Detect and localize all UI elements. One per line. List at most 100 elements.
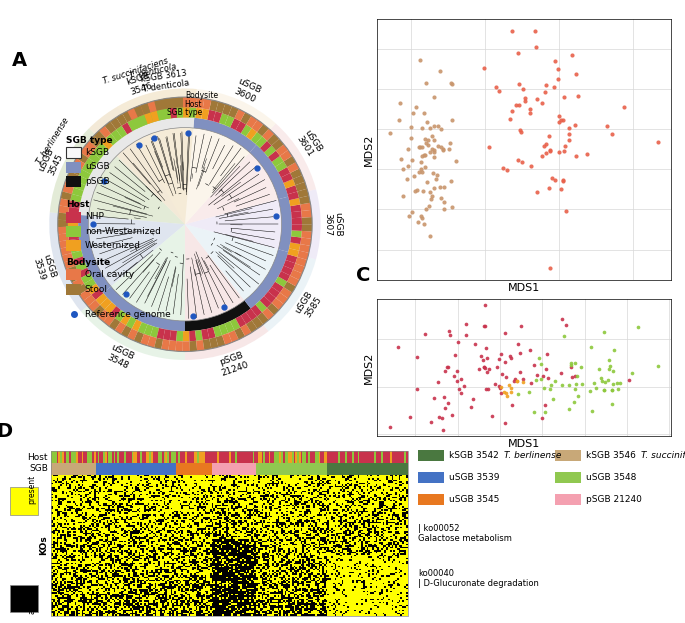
Bar — [379, 478, 381, 480]
Bar — [247, 484, 249, 486]
Bar — [101, 486, 103, 487]
Bar — [262, 580, 263, 581]
Bar — [321, 528, 322, 530]
Bar — [119, 605, 121, 606]
Bar — [329, 554, 331, 556]
Bar — [310, 609, 312, 611]
Bar — [82, 513, 84, 514]
Bar — [226, 547, 227, 548]
Bar — [383, 511, 384, 513]
Bar — [342, 550, 343, 551]
Bar — [64, 606, 66, 608]
Bar — [386, 578, 388, 580]
Bar — [390, 478, 392, 480]
Point — [605, 361, 616, 371]
Bar — [247, 523, 249, 525]
Bar — [114, 581, 116, 583]
Bar — [128, 541, 129, 542]
Bar — [51, 612, 53, 614]
Bar — [366, 596, 369, 597]
Text: kSGB: kSGB — [85, 148, 109, 157]
Bar — [135, 599, 137, 600]
Wedge shape — [104, 121, 116, 134]
Bar — [128, 508, 129, 509]
Wedge shape — [139, 114, 149, 126]
Wedge shape — [68, 227, 78, 234]
Bar — [292, 563, 294, 564]
Bar — [354, 533, 356, 535]
Bar — [324, 535, 325, 536]
Bar — [151, 551, 153, 553]
Bar — [179, 495, 182, 497]
Bar — [196, 594, 197, 596]
Bar — [224, 503, 226, 505]
Bar — [90, 514, 92, 516]
Bar — [276, 535, 277, 536]
Bar — [73, 602, 75, 603]
Bar — [274, 516, 276, 517]
Bar — [354, 559, 356, 561]
Bar — [338, 575, 340, 577]
Bar — [66, 551, 67, 553]
Bar — [292, 533, 294, 535]
Bar — [99, 502, 101, 503]
Bar — [372, 536, 374, 538]
Bar — [399, 581, 401, 583]
Bar — [197, 583, 199, 584]
Bar — [229, 605, 232, 606]
Bar — [240, 516, 242, 517]
Bar — [381, 516, 383, 517]
Bar — [379, 556, 381, 558]
Bar — [85, 451, 87, 463]
Bar — [126, 614, 128, 616]
Bar — [279, 481, 281, 483]
Bar — [238, 538, 240, 539]
Bar — [361, 519, 363, 520]
Bar — [236, 531, 238, 533]
Bar — [149, 539, 151, 541]
Bar — [85, 574, 87, 575]
Bar — [354, 500, 356, 502]
Bar — [363, 475, 365, 477]
Bar — [347, 558, 349, 559]
Bar — [377, 544, 379, 545]
Bar — [67, 493, 69, 495]
Bar — [283, 451, 285, 463]
Bar — [310, 606, 312, 608]
Bar — [369, 605, 370, 606]
Bar — [126, 574, 128, 575]
Bar — [108, 614, 110, 616]
Bar — [167, 525, 169, 526]
Bar — [194, 566, 196, 567]
Bar — [395, 572, 397, 574]
Bar — [299, 505, 301, 506]
Bar — [165, 511, 167, 513]
Bar — [92, 533, 94, 535]
Bar — [333, 483, 334, 484]
Bar — [98, 587, 99, 589]
Bar — [297, 574, 299, 575]
Bar — [338, 490, 340, 492]
Bar — [167, 578, 169, 580]
Bar — [399, 489, 401, 490]
Bar — [377, 569, 379, 571]
Bar — [327, 594, 329, 596]
Bar — [392, 578, 393, 580]
Bar — [76, 511, 78, 513]
Bar — [260, 554, 262, 556]
Bar — [397, 489, 399, 490]
Bar — [221, 487, 223, 489]
Bar — [279, 559, 281, 561]
Bar — [96, 500, 98, 502]
Bar — [57, 511, 58, 513]
Bar — [134, 599, 135, 600]
Bar — [196, 572, 197, 574]
Bar — [140, 539, 142, 541]
Bar — [229, 493, 232, 495]
Bar — [274, 545, 276, 547]
Bar — [227, 523, 229, 525]
Bar — [401, 564, 402, 566]
Bar — [75, 493, 76, 495]
Point — [545, 380, 556, 390]
Bar — [274, 591, 276, 592]
